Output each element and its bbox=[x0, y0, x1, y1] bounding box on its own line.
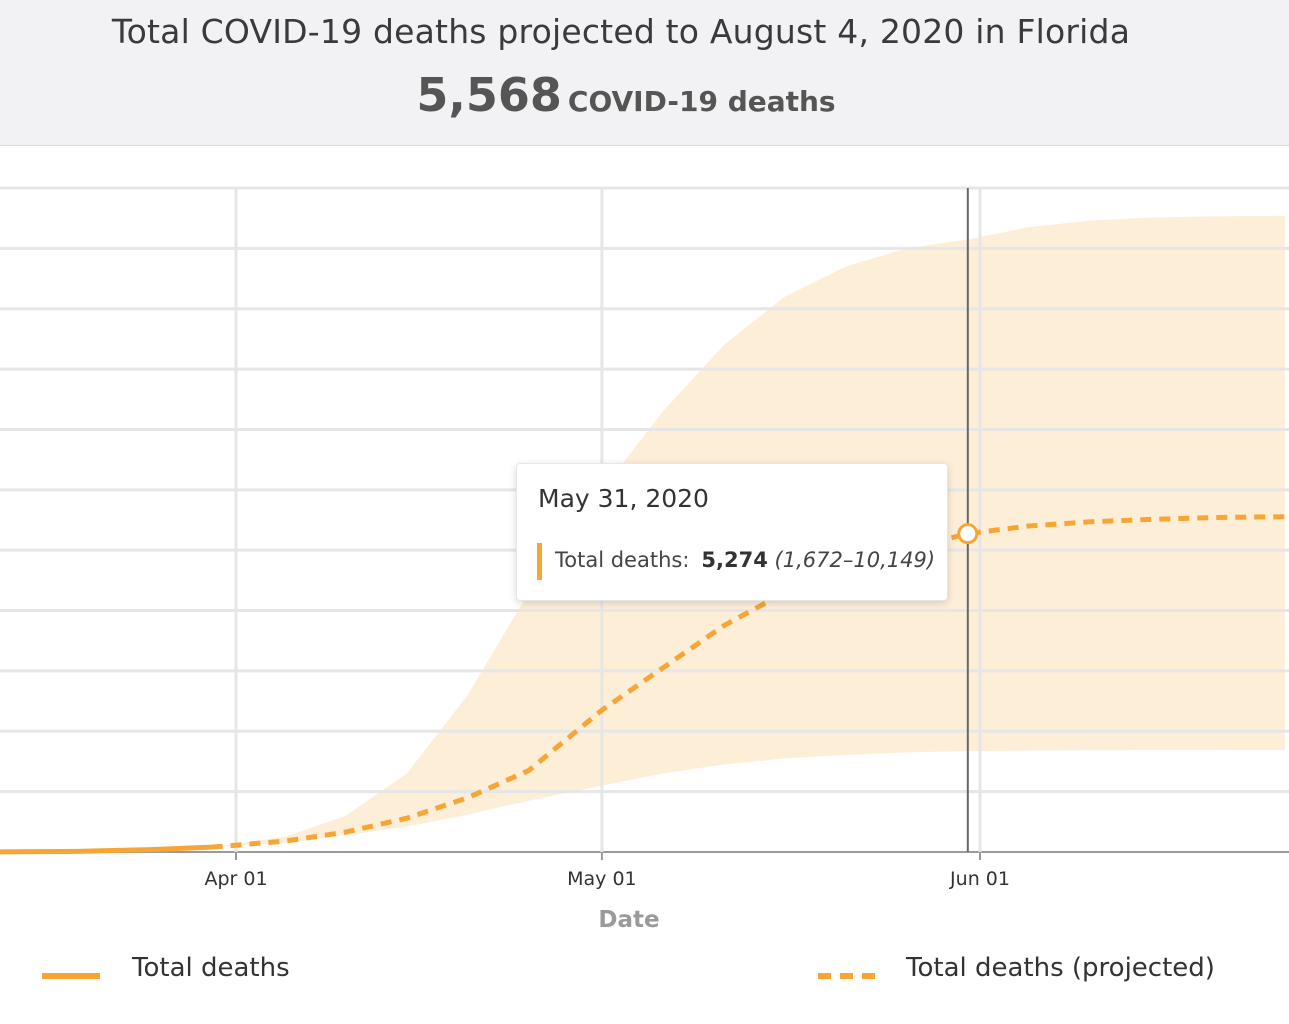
highlight-point bbox=[957, 523, 979, 545]
x-axis-label: Date bbox=[598, 907, 659, 933]
tooltip-range: (1,672–10,149) bbox=[774, 548, 936, 572]
tooltip-value: 5,274 bbox=[701, 548, 768, 572]
data-tooltip: May 31, 2020 Total deaths: 5,274 (1,672–1… bbox=[516, 463, 948, 601]
chart-title: Total COVID-19 deaths projected to Augus… bbox=[111, 12, 1131, 51]
tooltip-series-marker bbox=[537, 543, 542, 580]
series-line-actual bbox=[0, 844, 212, 855]
total-deaths-number: 5,568 bbox=[416, 68, 562, 122]
x-tick-label: May 01 bbox=[567, 868, 637, 890]
tick-layer: Apr 01 May 01 Jun 01 bbox=[204, 868, 1010, 890]
x-tick-label: Jun 01 bbox=[949, 868, 1010, 890]
legend-dashed-line-icon bbox=[818, 973, 878, 979]
line-layer bbox=[0, 514, 1285, 855]
legend-solid-line-icon bbox=[42, 973, 100, 979]
legend-label-projected: Total deaths (projected) bbox=[906, 953, 1215, 983]
x-tick-label: Apr 01 bbox=[204, 868, 267, 890]
total-deaths-unit: COVID-19 deaths bbox=[567, 85, 836, 118]
legend-label-actual: Total deaths bbox=[132, 953, 290, 983]
chart-header: Total COVID-19 deaths projected to Augus… bbox=[0, 0, 1289, 146]
total-summary: 5,568 COVID-19 deaths bbox=[0, 68, 1252, 122]
grid-layer bbox=[0, 186, 1289, 860]
tooltip-date: May 31, 2020 bbox=[538, 484, 709, 513]
tooltip-label: Total deaths: bbox=[555, 548, 690, 572]
tooltip-row: Total deaths: 5,274 (1,672–10,149) bbox=[555, 548, 935, 572]
chart-legend: Total deaths Total deaths (projected) bbox=[0, 945, 1289, 1024]
